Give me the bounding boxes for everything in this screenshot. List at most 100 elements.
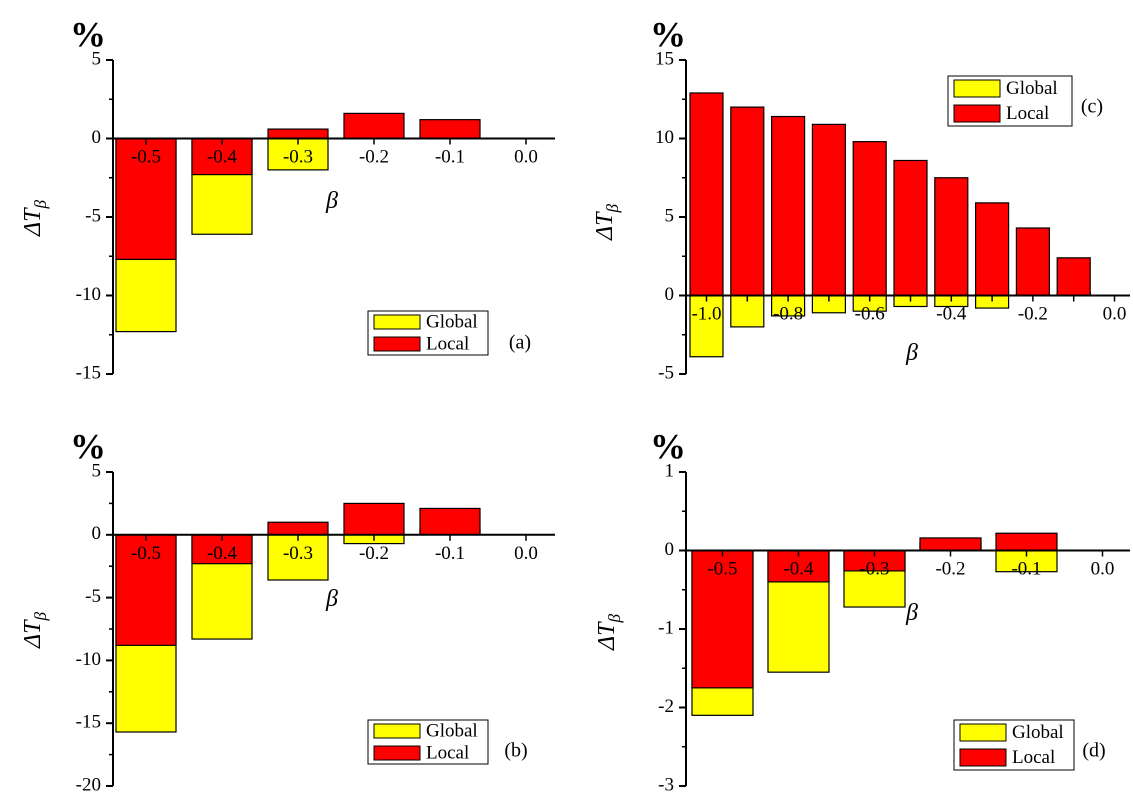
panel-label: (a) xyxy=(509,332,531,354)
y-tick-label: 0 xyxy=(665,539,675,560)
bar-local xyxy=(419,119,481,140)
x-tick-label: 0.0 xyxy=(1103,304,1127,325)
legend: Global Local xyxy=(947,75,1073,127)
legend: Global Local xyxy=(953,719,1075,771)
legend-label: Local xyxy=(1006,103,1049,124)
panel-label: (b) xyxy=(504,740,527,762)
y-axis-label: ΔTβ xyxy=(20,612,50,649)
legend-swatch xyxy=(373,745,421,761)
y-tick-label: -15 xyxy=(76,712,101,733)
bar-local xyxy=(343,112,405,140)
legend-swatch xyxy=(373,314,421,330)
y-tick-label: 15 xyxy=(655,48,674,69)
legend-label: Global xyxy=(426,720,478,741)
bar-local xyxy=(893,159,928,297)
bar-local xyxy=(770,115,806,297)
bar-local xyxy=(811,123,847,297)
unit-label: % xyxy=(650,14,686,54)
legend-label: Local xyxy=(1012,747,1055,768)
x-tick-label: 0.0 xyxy=(1091,559,1115,580)
bar-local xyxy=(343,502,405,536)
x-tick-label: -0.1 xyxy=(435,543,465,564)
legend-swatch xyxy=(373,723,421,739)
x-tick-label: -0.6 xyxy=(855,304,885,325)
x-tick-label: -0.1 xyxy=(435,147,465,168)
x-axis-label: β xyxy=(905,340,918,366)
unit-label: % xyxy=(650,426,686,466)
y-tick-label: -20 xyxy=(76,774,101,795)
bar-local xyxy=(995,532,1058,552)
x-axis-label: β xyxy=(325,586,338,612)
x-tick-label: -0.4 xyxy=(207,147,238,168)
x-tick-label: 0.0 xyxy=(514,543,538,564)
y-tick-label: 5 xyxy=(92,48,102,69)
x-axis-label: β xyxy=(905,600,918,626)
bar-global xyxy=(267,534,329,581)
legend-swatch xyxy=(373,336,421,352)
chart-panel-c: % -5 0 5 10 15 -1.0 -0.8 -0.6 -0.4 -0.2 0.0 ΔTβ β Glob… xyxy=(592,14,1130,383)
panel-label: (c) xyxy=(1081,96,1103,118)
x-tick-label: -0.2 xyxy=(359,543,389,564)
x-tick-label: 0.0 xyxy=(514,147,538,168)
x-tick-label: -0.3 xyxy=(859,559,889,580)
x-tick-label: -0.2 xyxy=(935,559,965,580)
chart-panel-d: % -3 -2 -1 0 1 -0.5 -0.4 -0.3 -0.2 -0.1 0.0 ΔTβ β Glob… xyxy=(594,426,1130,795)
y-axis-label: ΔTβ xyxy=(20,200,50,237)
y-tick-label: 5 xyxy=(92,460,102,481)
y-tick-label: -3 xyxy=(658,774,674,795)
y-tick-label: 10 xyxy=(655,127,674,148)
bar-local xyxy=(974,202,1010,297)
x-tick-label: -0.2 xyxy=(359,147,389,168)
unit-label: % xyxy=(70,426,106,466)
chart-panel-b: % -20 -15 -10 -5 0 5 -0.5 -0.4 -0.3 -0.2 -0.1 0.0 ΔTβ… xyxy=(20,426,555,795)
chart-panel-a: % -15 -10 -5 0 5 -0.5 -0.4 -0.3 -0.2 -0.1 0.0 ΔTβ β Gl… xyxy=(20,14,555,383)
y-axis-label: ΔTβ xyxy=(592,204,622,241)
x-tick-label: -0.4 xyxy=(936,304,967,325)
bar-local xyxy=(1015,227,1051,297)
x-tick-label: -0.5 xyxy=(131,543,161,564)
y-tick-label: -2 xyxy=(658,696,674,717)
bar-local xyxy=(689,92,724,297)
bar-local xyxy=(267,521,329,536)
legend-label: Local xyxy=(426,333,469,354)
y-tick-label: -10 xyxy=(76,649,101,670)
legend-swatch xyxy=(959,748,1007,767)
panel-label: (d) xyxy=(1082,740,1105,762)
y-axis-label: ΔTβ xyxy=(594,614,624,651)
y-tick-label: -1 xyxy=(658,617,674,638)
x-tick-label: -0.8 xyxy=(773,304,803,325)
legend-swatch xyxy=(953,104,1001,123)
y-tick-label: 5 xyxy=(665,205,675,226)
unit-label: % xyxy=(70,14,106,54)
bar-local xyxy=(1056,257,1091,297)
y-tick-label: 1 xyxy=(665,460,675,481)
y-tick-label: 0 xyxy=(92,127,102,148)
bar-local xyxy=(934,177,969,297)
x-tick-label: -0.5 xyxy=(131,147,161,168)
bar-local xyxy=(919,537,982,552)
legend-label: Global xyxy=(1006,78,1058,99)
y-tick-label: -5 xyxy=(658,362,674,383)
y-tick-label: 0 xyxy=(92,523,102,544)
y-tick-label: -5 xyxy=(85,586,101,607)
legend-swatch xyxy=(959,723,1007,742)
y-tick-label: -5 xyxy=(85,205,101,226)
x-tick-label: -1.0 xyxy=(691,304,721,325)
bar-local xyxy=(852,141,887,297)
legend-label: Global xyxy=(1012,722,1064,743)
x-tick-label: -0.4 xyxy=(783,559,814,580)
x-tick-label: -0.3 xyxy=(283,543,313,564)
x-tick-label: -0.2 xyxy=(1018,304,1048,325)
legend-label: Global xyxy=(426,311,478,332)
legend-label: Local xyxy=(426,742,469,763)
x-tick-label: -0.3 xyxy=(283,147,313,168)
y-tick-label: -10 xyxy=(76,284,101,305)
x-tick-label: -0.5 xyxy=(707,559,737,580)
bar-local xyxy=(419,507,481,536)
x-axis-label: β xyxy=(325,188,338,214)
bar-local xyxy=(730,106,765,297)
x-tick-label: -0.4 xyxy=(207,543,238,564)
y-tick-label: 0 xyxy=(665,284,675,305)
